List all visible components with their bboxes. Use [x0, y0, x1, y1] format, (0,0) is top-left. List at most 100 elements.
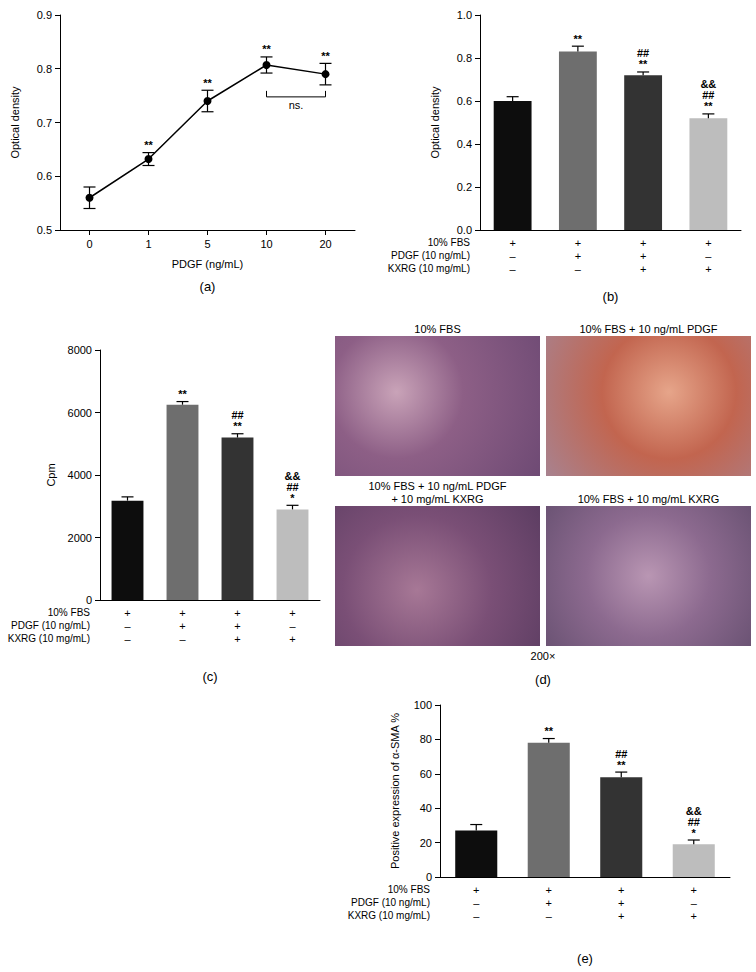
- svg-text:0.8: 0.8: [457, 52, 472, 64]
- svg-text:10% FBS: 10% FBS: [48, 607, 91, 618]
- svg-text:(e): (e): [577, 951, 593, 966]
- svg-text:0.5: 0.5: [37, 224, 52, 236]
- svg-text:5: 5: [204, 238, 210, 250]
- svg-text:0.9: 0.9: [37, 9, 52, 21]
- svg-text:+: +: [289, 633, 295, 645]
- svg-text:0.6: 0.6: [457, 95, 472, 107]
- svg-text:60: 60: [420, 768, 432, 780]
- svg-text:*: *: [692, 827, 697, 839]
- svg-text:+: +: [179, 607, 185, 619]
- svg-text:PDGF (10 ng/mL): PDGF (10 ng/mL): [391, 250, 470, 261]
- svg-text:–: –: [510, 263, 517, 275]
- svg-text:+: +: [640, 250, 646, 262]
- svg-text:1.0: 1.0: [457, 9, 472, 21]
- svg-text:**: **: [639, 58, 648, 70]
- svg-text:**: **: [544, 725, 553, 737]
- svg-text:–: –: [546, 910, 553, 922]
- svg-text:+: +: [546, 884, 552, 896]
- svg-text:KXRG (10 mg/mL): KXRG (10 mg/mL): [348, 910, 430, 921]
- svg-text:–: –: [691, 897, 698, 909]
- svg-text:**: **: [704, 100, 713, 112]
- svg-text:+: +: [179, 620, 185, 632]
- svg-text:0.7: 0.7: [37, 117, 52, 129]
- svg-text:(c): (c): [202, 669, 217, 684]
- svg-text:+: +: [575, 250, 581, 262]
- svg-text:40: 40: [420, 802, 432, 814]
- svg-text:Positive expression of α-SMA %: Positive expression of α-SMA %: [389, 713, 401, 869]
- svg-text:–: –: [575, 263, 582, 275]
- svg-text:+: +: [289, 607, 295, 619]
- svg-text:8000: 8000: [68, 344, 92, 356]
- svg-text:+: +: [575, 237, 581, 249]
- svg-text:+: +: [640, 263, 646, 275]
- svg-text:100: 100: [414, 699, 432, 711]
- svg-text:2000: 2000: [68, 532, 92, 544]
- svg-text:0.0: 0.0: [457, 224, 472, 236]
- svg-text:KXRG (10 mg/mL): KXRG (10 mg/mL): [8, 633, 90, 644]
- svg-text:**: **: [321, 50, 330, 62]
- svg-text:**: **: [617, 759, 626, 771]
- svg-text:–: –: [473, 897, 480, 909]
- svg-text:+: +: [691, 910, 697, 922]
- html-text:+ 10 mg/mL KXRG: + 10 mg/mL KXRG: [391, 493, 484, 505]
- svg-text:–: –: [124, 620, 131, 632]
- svg-text:+: +: [124, 607, 130, 619]
- svg-text:ns.: ns.: [289, 99, 304, 111]
- svg-text:+: +: [546, 897, 552, 909]
- svg-text:80: 80: [420, 733, 432, 745]
- svg-text:0.6: 0.6: [37, 170, 52, 182]
- svg-text:20: 20: [420, 837, 432, 849]
- svg-text:**: **: [233, 420, 242, 432]
- svg-text:–: –: [473, 910, 480, 922]
- svg-text:0: 0: [426, 871, 432, 883]
- svg-text:+: +: [618, 884, 624, 896]
- svg-text:0.8: 0.8: [37, 63, 52, 75]
- svg-text:+: +: [234, 633, 240, 645]
- svg-text:0.4: 0.4: [457, 138, 472, 150]
- svg-text:10: 10: [260, 238, 272, 250]
- svg-text:Optical density: Optical density: [9, 86, 21, 159]
- svg-text:0.2: 0.2: [457, 181, 472, 193]
- svg-text:10% FBS: 10% FBS: [388, 884, 431, 895]
- svg-text:4000: 4000: [68, 469, 92, 481]
- svg-text:+: +: [473, 884, 479, 896]
- svg-text:KXRG (10 mg/mL): KXRG (10 mg/mL): [388, 263, 470, 274]
- html-text:(d): (d): [535, 672, 551, 687]
- svg-text:Optical density: Optical density: [429, 86, 441, 159]
- svg-text:*: *: [290, 492, 295, 504]
- svg-text:+: +: [705, 263, 711, 275]
- svg-text:(b): (b): [603, 289, 619, 304]
- svg-text:+: +: [618, 897, 624, 909]
- svg-text:20: 20: [319, 238, 331, 250]
- svg-text:10% FBS: 10% FBS: [428, 237, 471, 248]
- svg-text:+: +: [618, 910, 624, 922]
- html-text:10% FBS + 10 ng/mL PDGF: 10% FBS + 10 ng/mL PDGF: [579, 323, 718, 335]
- svg-text:PDGF (ng/mL): PDGF (ng/mL): [172, 258, 244, 270]
- html-text:10% FBS: 10% FBS: [414, 323, 461, 335]
- svg-text:**: **: [144, 139, 153, 151]
- svg-text:0: 0: [86, 594, 92, 606]
- svg-text:**: **: [203, 77, 212, 89]
- svg-text:–: –: [705, 250, 712, 262]
- svg-text:+: +: [234, 620, 240, 632]
- svg-text:**: **: [574, 33, 583, 45]
- svg-text:–: –: [510, 250, 517, 262]
- svg-text:–: –: [179, 633, 186, 645]
- svg-text:PDGF (10 ng/mL): PDGF (10 ng/mL): [11, 620, 90, 631]
- svg-text:**: **: [178, 388, 187, 400]
- svg-text:**: **: [262, 43, 271, 55]
- svg-text:+: +: [705, 237, 711, 249]
- svg-text:0: 0: [86, 238, 92, 250]
- svg-text:1: 1: [145, 238, 151, 250]
- svg-text:+: +: [234, 607, 240, 619]
- svg-text:+: +: [640, 237, 646, 249]
- svg-text:+: +: [691, 884, 697, 896]
- svg-text:(a): (a): [200, 279, 216, 294]
- svg-text:–: –: [124, 633, 131, 645]
- svg-text:–: –: [289, 620, 296, 632]
- svg-text:PDGF (10 ng/mL): PDGF (10 ng/mL): [351, 897, 430, 908]
- html-text:10% FBS + 10 ng/mL PDGF: 10% FBS + 10 ng/mL PDGF: [368, 480, 507, 492]
- svg-text:+: +: [509, 237, 515, 249]
- svg-text:6000: 6000: [68, 407, 92, 419]
- svg-text:Cpm: Cpm: [45, 463, 57, 486]
